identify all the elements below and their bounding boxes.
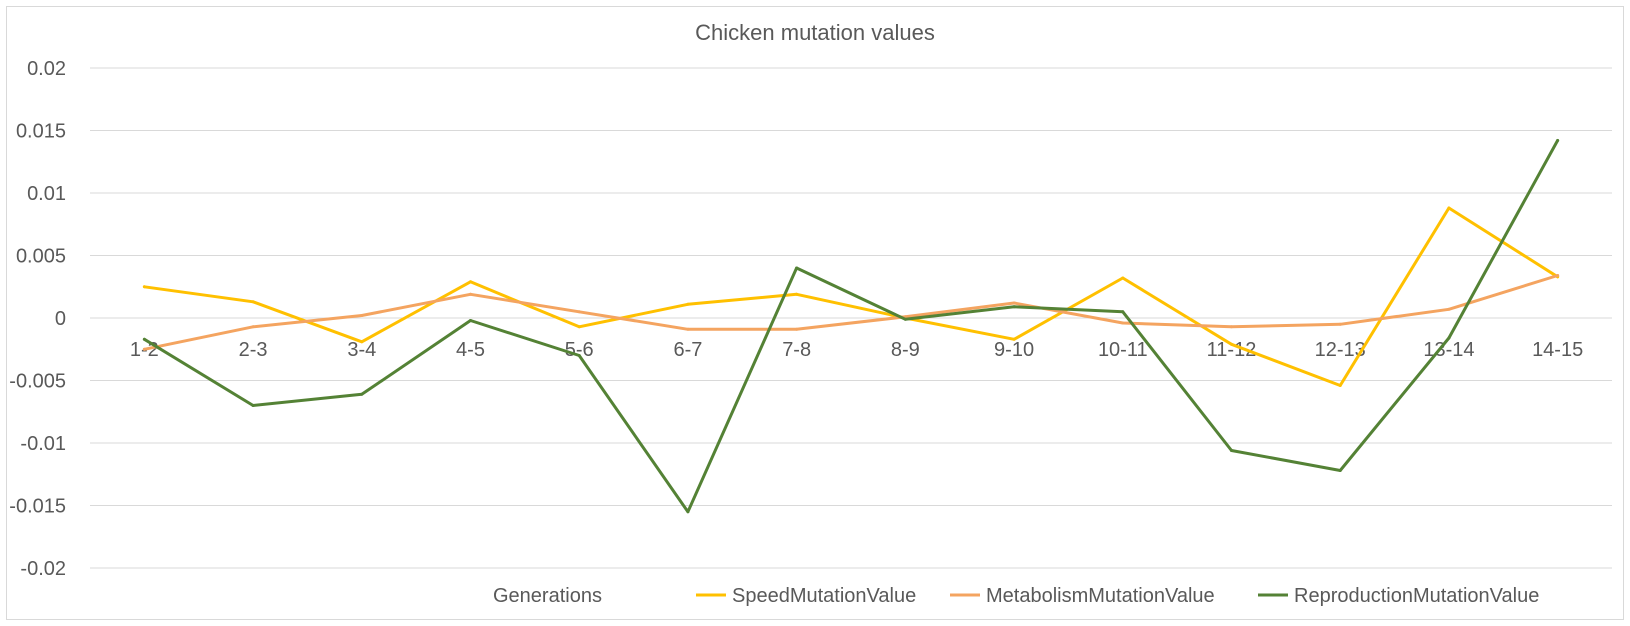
data-point-MetabolismMutationValue-12-13 [1338,322,1342,326]
data-point-MetabolismMutationValue-2-3 [251,325,255,329]
data-point-ReproductionMutationValue-3-4 [360,392,364,396]
data-point-ReproductionMutationValue-11-12 [1230,449,1233,452]
data-point-SpeedMutationValue-2-3 [251,300,255,304]
data-point-SpeedMutationValue-4-5 [469,280,472,284]
legend-label: SpeedMutationValue [732,585,916,607]
y-tick-label: 0.02 [27,58,66,80]
data-point-ReproductionMutationValue-5-6 [577,354,581,357]
y-tick-label: 0.005 [16,246,66,268]
data-point-MetabolismMutationValue-6-7 [686,327,690,331]
data-point-SpeedMutationValue-9-10 [1012,337,1016,341]
legend: Generations SpeedMutationValue Metabolism… [493,585,1539,607]
x-tick-label: 4-5 [456,339,485,361]
x-tick-label: 11-12 [1207,339,1257,361]
data-point-MetabolismMutationValue-9-10 [1012,301,1016,305]
data-point-SpeedMutationValue-1-2 [142,285,146,289]
x-tick-label: 9-10 [994,339,1034,361]
data-point-SpeedMutationValue-13-14 [1447,206,1451,210]
data-point-SpeedMutationValue-3-4 [360,340,364,344]
data-point-ReproductionMutationValue-10-11 [1121,310,1125,314]
data-point-ReproductionMutationValue-12-13 [1338,469,1342,472]
data-point-SpeedMutationValue-5-6 [577,325,581,329]
data-point-MetabolismMutationValue-14-15 [1556,274,1560,277]
data-point-SpeedMutationValue-12-13 [1338,384,1342,387]
legend-label: ReproductionMutationValue [1294,585,1539,607]
x-tick-label: 7-8 [782,339,811,361]
data-point-MetabolismMutationValue-7-8 [795,327,799,331]
data-point-ReproductionMutationValue-1-2 [142,337,146,341]
x-tick-label: 6-7 [673,339,702,361]
series-line-MetabolismMutationValue [142,274,1560,351]
legend-label: MetabolismMutationValue [986,585,1215,607]
data-point-MetabolismMutationValue-3-4 [360,314,364,317]
series-line-ReproductionMutationValue [142,139,1560,514]
data-point-MetabolismMutationValue-4-5 [469,292,472,296]
data-point-MetabolismMutationValue-13-14 [1447,307,1451,311]
y-axis-ticks: 0.02 0.015 0.01 0.005 0 -0.005 -0.01 -0.015 -0.0… [9,58,66,580]
data-point-ReproductionMutationValue-14-15 [1556,139,1560,142]
data-point-ReproductionMutationValue-13-14 [1447,336,1451,340]
x-tick-label: 5-6 [565,339,594,361]
data-point-ReproductionMutationValue-8-9 [903,317,907,321]
series-line-SpeedMutationValue [142,206,1560,387]
y-tick-label: 0.015 [16,121,66,143]
data-point-ReproductionMutationValue-9-10 [1012,305,1016,309]
x-tick-label: 12-13 [1315,339,1366,361]
data-point-ReproductionMutationValue-4-5 [469,319,472,322]
data-point-ReproductionMutationValue-2-3 [251,404,255,407]
x-tick-label: 10-11 [1098,339,1148,361]
data-point-MetabolismMutationValue-11-12 [1230,325,1233,329]
data-point-MetabolismMutationValue-10-11 [1121,321,1125,325]
data-point-ReproductionMutationValue-6-7 [686,510,690,514]
y-tick-label: 0 [55,308,66,330]
data-point-SpeedMutationValue-6-7 [686,302,690,306]
data-point-MetabolismMutationValue-1-2 [142,347,146,351]
x-tick-label: 3-4 [347,339,376,361]
x-tick-label: 8-9 [891,339,920,361]
y-tick-label: -0.015 [9,496,66,518]
data-point-MetabolismMutationValue-5-6 [577,310,581,314]
x-tick-label: 14-15 [1532,339,1583,361]
chart-frame [6,6,1624,620]
data-point-SpeedMutationValue-10-11 [1121,276,1125,280]
y-tick-label: 0.01 [27,183,66,205]
series-lines [142,139,1560,514]
y-tick-label: -0.005 [9,371,66,393]
data-point-SpeedMutationValue-7-8 [795,292,799,296]
data-point-SpeedMutationValue-11-12 [1230,342,1233,346]
data-point-ReproductionMutationValue-7-8 [795,266,799,270]
y-tick-label: -0.01 [20,433,66,455]
chart-title: Chicken mutation values [695,20,935,45]
x-axis-title: Generations [493,585,602,607]
x-tick-label: 2-3 [239,339,268,361]
y-tick-label: -0.02 [20,558,66,580]
